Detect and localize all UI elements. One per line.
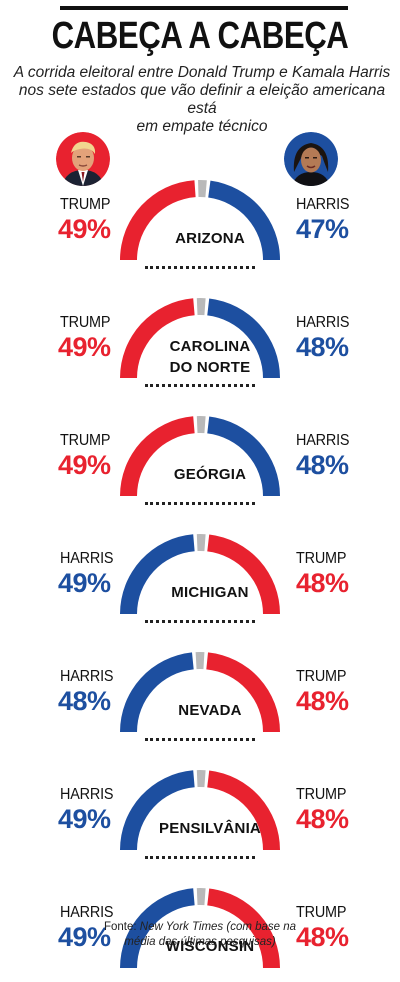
gauge-segment-left xyxy=(120,652,194,732)
dotted-separator xyxy=(145,384,255,387)
gauge-segment-right xyxy=(207,770,280,850)
gauge-segment-undecided xyxy=(196,416,206,434)
top-rule xyxy=(60,6,348,10)
candidate-name-left: HARRIS xyxy=(60,904,114,921)
state-block: HARRIS TRUMP 49% 48% WISCONSIN xyxy=(0,870,400,982)
state-block: TRUMP HARRIS 49% 47% ARIZONA xyxy=(0,162,400,274)
subtitle-line: nos sete estados que vão definir a eleiç… xyxy=(18,82,386,117)
state-label: GEÓRGIA xyxy=(140,464,280,485)
subtitle: A corrida eleitoral entre Donald Trump e… xyxy=(10,64,394,136)
dotted-separator xyxy=(145,502,255,505)
percentage-right: 48% xyxy=(296,922,349,952)
percentage-right: 48% xyxy=(296,568,349,598)
candidate-name-right: HARRIS xyxy=(296,432,350,449)
gauge-segment-right xyxy=(207,534,280,614)
state-label-line: GEÓRGIA xyxy=(173,466,247,483)
percentage-left: 49% xyxy=(58,922,111,952)
dotted-separator xyxy=(145,856,255,859)
candidate-name-right: TRUMP xyxy=(296,786,347,803)
subtitle-line: A corrida eleitoral entre Donald Trump e… xyxy=(13,64,391,81)
percentage-right: 48% xyxy=(296,450,349,480)
state-label: MICHIGAN xyxy=(140,582,280,603)
gauge-segment-right xyxy=(206,652,280,732)
state-label-line: MICHIGAN xyxy=(171,584,249,601)
percentage-right: 48% xyxy=(296,686,349,716)
gauge-segment-right xyxy=(207,888,280,968)
gauge-segment-undecided xyxy=(196,770,206,788)
state-label-line: PENSILVÂNIA xyxy=(159,820,261,837)
gauge-chart xyxy=(120,770,280,850)
state-label-line: DO NORTE xyxy=(169,359,251,376)
candidate-name-left: TRUMP xyxy=(60,196,111,213)
dotted-separator xyxy=(145,738,255,741)
gauge-chart xyxy=(120,652,280,732)
candidate-name-right: HARRIS xyxy=(296,314,350,331)
gauge-segment-undecided xyxy=(195,652,205,670)
candidate-name-left: HARRIS xyxy=(60,668,114,685)
state-label-line: WISCONSIN xyxy=(165,938,255,955)
gauge-chart xyxy=(120,416,280,496)
source-outlet: New York Times xyxy=(139,921,224,933)
state-block: HARRIS TRUMP 48% 48% NEVADA xyxy=(0,634,400,746)
gauge-chart xyxy=(120,888,280,968)
gauge-segment-left xyxy=(120,534,195,614)
gauge-segment-left xyxy=(120,298,195,378)
percentage-left: 48% xyxy=(58,686,111,716)
gauge-segment-undecided xyxy=(198,180,207,198)
candidate-name-right: TRUMP xyxy=(296,904,347,921)
state-block: TRUMP HARRIS 49% 48% CAROLINA DO NORTE xyxy=(0,280,400,392)
state-block: TRUMP HARRIS 49% 48% GEÓRGIA xyxy=(0,398,400,510)
percentage-right: 48% xyxy=(296,332,349,362)
state-block: HARRIS TRUMP 49% 48% PENSILVÂNIA xyxy=(0,752,400,864)
candidate-name-left: HARRIS xyxy=(60,550,114,567)
candidate-name-right: TRUMP xyxy=(296,668,347,685)
dotted-separator xyxy=(145,266,255,269)
gauge-chart xyxy=(120,534,280,614)
gauge-segment-left xyxy=(120,416,195,496)
gauge-segment-left xyxy=(120,180,196,260)
candidate-name-left: TRUMP xyxy=(60,314,111,331)
gauge-segment-left xyxy=(120,888,195,968)
source-detail-line2: média das últimas pesquisas) xyxy=(124,936,276,948)
candidate-name-left: TRUMP xyxy=(60,432,111,449)
gauge-segment-undecided xyxy=(196,298,206,316)
candidate-name-right: HARRIS xyxy=(296,196,350,213)
gauge-chart xyxy=(120,180,280,260)
gauge-segment-left xyxy=(120,770,195,850)
source-note: Fonte: New York Times (com base na média… xyxy=(0,920,400,950)
harris-portrait xyxy=(284,132,338,186)
percentage-left: 49% xyxy=(58,568,111,598)
percentage-left: 49% xyxy=(58,804,111,834)
percentage-right: 48% xyxy=(296,804,349,834)
gauge-segment-undecided xyxy=(196,888,206,906)
trump-portrait xyxy=(56,132,110,186)
state-label-line: NEVADA xyxy=(178,702,242,719)
percentage-left: 49% xyxy=(58,332,111,362)
page-title: CABEÇA A CABEÇA xyxy=(51,15,349,57)
percentage-left: 49% xyxy=(58,450,111,480)
state-label: NEVADA xyxy=(140,700,280,721)
candidate-name-right: TRUMP xyxy=(296,550,347,567)
source-detail: (com base na xyxy=(223,921,297,933)
state-block: HARRIS TRUMP 49% 48% MICHIGAN xyxy=(0,516,400,628)
percentage-left: 49% xyxy=(58,214,111,244)
gauge-segment-right xyxy=(207,416,280,496)
candidate-name-left: HARRIS xyxy=(60,786,114,803)
source-prefix: Fonte: xyxy=(103,921,140,933)
state-label: WISCONSIN xyxy=(140,936,280,957)
gauge-segment-right xyxy=(208,180,280,260)
state-label: CAROLINA DO NORTE xyxy=(140,336,280,378)
gauge-segment-undecided xyxy=(196,534,206,552)
state-label: ARIZONA xyxy=(140,228,280,249)
subtitle-line: em empate técnico xyxy=(136,118,268,135)
state-label-line: CAROLINA xyxy=(169,338,251,355)
percentage-right: 47% xyxy=(296,214,349,244)
state-label: PENSILVÂNIA xyxy=(140,818,280,839)
state-label-line: ARIZONA xyxy=(175,230,245,247)
dotted-separator xyxy=(145,620,255,623)
gauge-segment-right xyxy=(207,298,280,378)
gauge-chart xyxy=(120,298,280,378)
